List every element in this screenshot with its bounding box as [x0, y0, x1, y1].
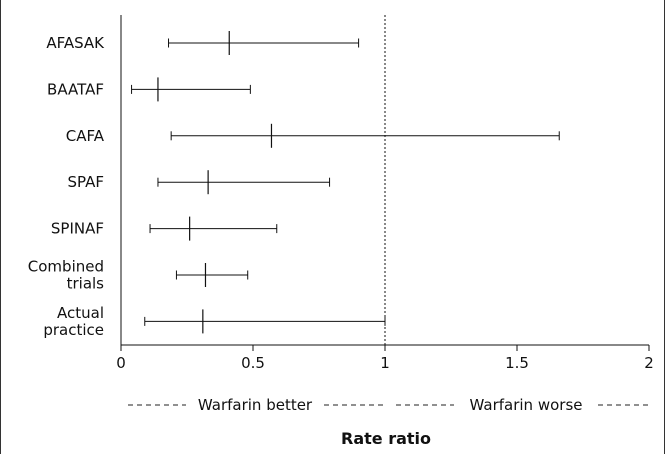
row-label: AFASAK [46, 34, 105, 52]
row-label: CAFA [66, 127, 105, 145]
x-tick-label: 0 [116, 354, 126, 372]
forest-row [175, 263, 249, 287]
x-axis-title: Rate ratio [341, 429, 431, 448]
x-tick-label: 1.5 [505, 354, 529, 372]
row-label: BAATAF [47, 80, 104, 98]
row-label: SPAF [68, 173, 105, 191]
annotations-layer: Warfarin better Warfarin worse [128, 396, 652, 414]
x-tick-label: 0.5 [241, 354, 265, 372]
forest-row [149, 216, 278, 241]
forest-row [157, 170, 331, 195]
x-ticks-layer: 0 0.5 1 1.5 2 [116, 345, 654, 372]
annotation-warfarin-better: Warfarin better [198, 396, 313, 414]
row-label: Actual [57, 304, 104, 322]
annotation-warfarin-worse: Warfarin worse [470, 396, 583, 414]
row-label: trials [67, 275, 105, 293]
frame-left-border [0, 0, 1, 454]
row-label: SPINAF [51, 220, 104, 238]
row-labels-layer: AFASAK BAATAF CAFA SPAF SPINAF Combinedtrials… [28, 34, 105, 339]
forest-row [131, 77, 251, 102]
forest-row [144, 309, 386, 334]
forest-row [170, 123, 560, 148]
row-label: Combined [28, 258, 104, 276]
x-tick-label: 2 [644, 354, 654, 372]
rows-layer [131, 31, 560, 334]
forest-row [168, 31, 360, 55]
row-label: practice [43, 321, 104, 339]
x-tick-label: 1 [380, 354, 390, 372]
